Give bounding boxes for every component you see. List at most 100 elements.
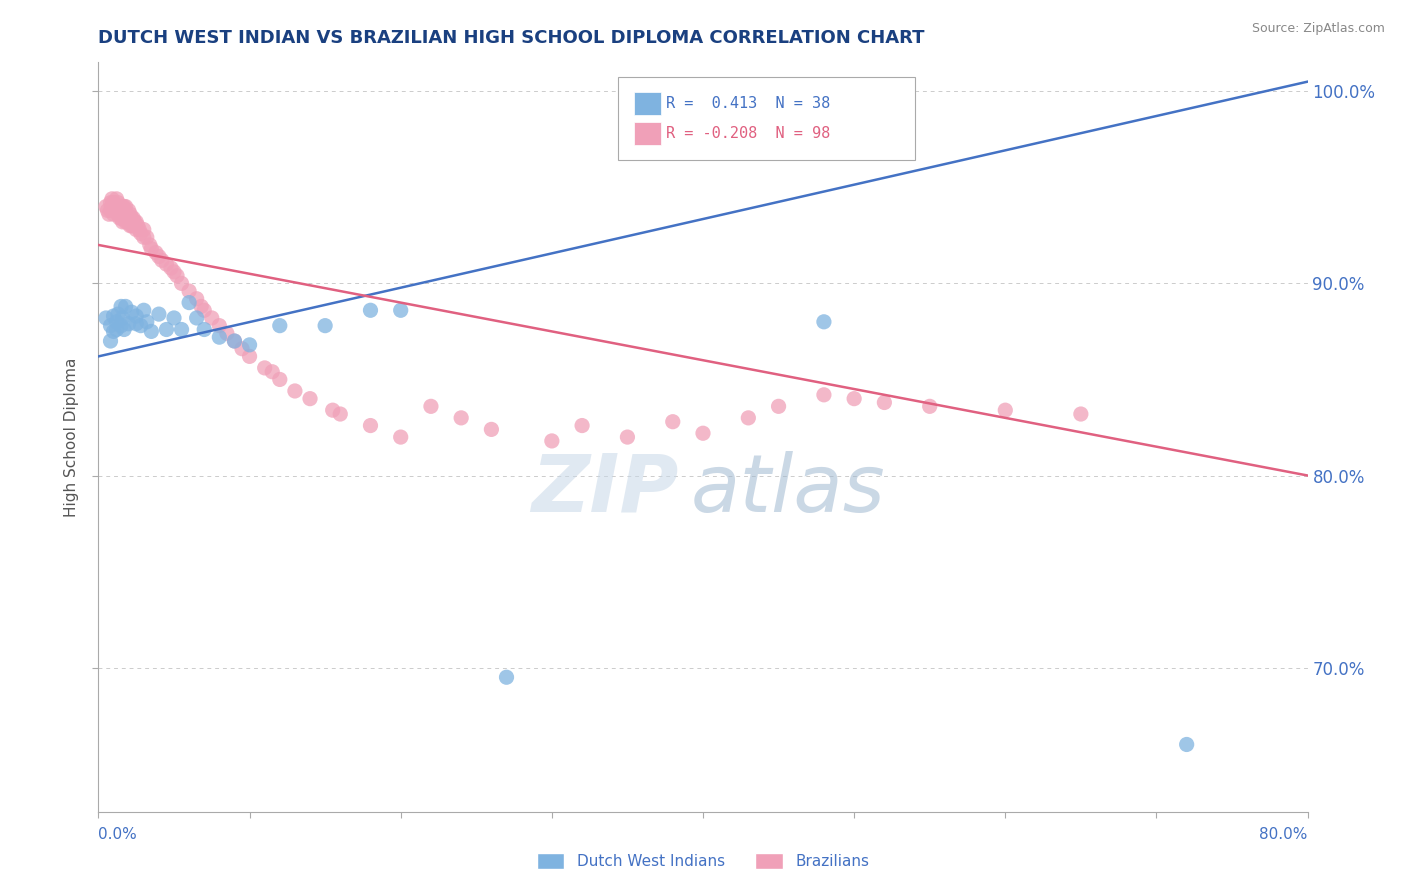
- Point: [813, 315, 835, 329]
- Point: [193, 322, 215, 336]
- Point: [163, 265, 186, 279]
- FancyBboxPatch shape: [619, 78, 915, 160]
- Point: [129, 318, 152, 333]
- Point: [110, 200, 132, 214]
- Point: [105, 203, 128, 218]
- Point: [103, 195, 125, 210]
- Point: [118, 317, 141, 331]
- Point: [125, 215, 148, 229]
- Point: [107, 195, 129, 210]
- Point: [495, 670, 517, 684]
- Point: [186, 310, 208, 325]
- Point: [122, 211, 145, 225]
- Point: [215, 326, 238, 341]
- Point: [148, 307, 170, 321]
- Point: [107, 203, 129, 218]
- Bar: [634, 122, 661, 145]
- Point: [127, 219, 149, 233]
- Point: [166, 268, 188, 283]
- Point: [104, 203, 127, 218]
- Point: [108, 211, 131, 225]
- Text: atlas: atlas: [690, 450, 886, 529]
- Point: [150, 253, 173, 268]
- Point: [120, 207, 142, 221]
- Text: 80.0%: 80.0%: [1260, 827, 1308, 842]
- Point: [329, 407, 352, 421]
- Point: [918, 400, 941, 414]
- Point: [100, 334, 122, 348]
- Point: [844, 392, 866, 406]
- Text: R =  0.413  N = 38: R = 0.413 N = 38: [665, 96, 830, 112]
- Point: [115, 215, 138, 229]
- Point: [170, 322, 193, 336]
- Point: [132, 222, 155, 236]
- Point: [132, 230, 155, 244]
- Point: [160, 260, 183, 275]
- Point: [111, 310, 134, 325]
- Point: [100, 195, 122, 210]
- Point: [224, 334, 246, 348]
- Point: [121, 211, 143, 225]
- Point: [105, 200, 128, 214]
- Point: [103, 203, 125, 218]
- Text: DUTCH WEST INDIAN VS BRAZILIAN HIGH SCHOOL DIPLOMA CORRELATION CHART: DUTCH WEST INDIAN VS BRAZILIAN HIGH SCHO…: [98, 29, 925, 47]
- Point: [110, 318, 132, 333]
- Point: [121, 305, 143, 319]
- Point: [571, 418, 593, 433]
- Point: [314, 318, 336, 333]
- Point: [141, 325, 163, 339]
- Point: [98, 207, 121, 221]
- Point: [253, 360, 276, 375]
- Point: [125, 309, 148, 323]
- Point: [481, 422, 503, 436]
- Point: [768, 400, 790, 414]
- Point: [100, 318, 122, 333]
- Point: [110, 211, 132, 225]
- Point: [141, 242, 163, 256]
- Point: [420, 400, 443, 414]
- Point: [224, 334, 246, 348]
- Point: [125, 317, 148, 331]
- Text: 0.0%: 0.0%: [98, 827, 138, 842]
- Point: [101, 192, 124, 206]
- Point: [186, 292, 208, 306]
- Point: [112, 207, 135, 221]
- Point: [121, 219, 143, 233]
- Point: [269, 318, 291, 333]
- Point: [239, 350, 262, 364]
- Point: [813, 388, 835, 402]
- Point: [100, 203, 122, 218]
- Point: [179, 295, 201, 310]
- Point: [135, 315, 157, 329]
- Point: [105, 322, 128, 336]
- Point: [114, 300, 136, 314]
- Point: [114, 207, 136, 221]
- Point: [284, 384, 307, 398]
- Point: [208, 330, 231, 344]
- Point: [139, 238, 162, 252]
- Point: [360, 418, 382, 433]
- Point: [179, 284, 201, 298]
- Point: [103, 195, 125, 210]
- Point: [103, 325, 125, 339]
- Point: [540, 434, 562, 448]
- Point: [128, 222, 150, 236]
- Point: [145, 245, 167, 260]
- Point: [155, 257, 177, 271]
- Point: [125, 222, 148, 236]
- Point: [111, 200, 134, 214]
- Point: [193, 303, 215, 318]
- Point: [105, 315, 128, 329]
- Point: [1070, 407, 1092, 421]
- Point: [105, 192, 128, 206]
- Point: [208, 318, 231, 333]
- Point: [112, 322, 135, 336]
- Point: [450, 410, 472, 425]
- Point: [132, 303, 155, 318]
- Point: [108, 207, 131, 221]
- Y-axis label: High School Diploma: High School Diploma: [65, 358, 79, 516]
- Point: [322, 403, 344, 417]
- Point: [163, 310, 186, 325]
- Point: [101, 200, 124, 214]
- Point: [110, 300, 132, 314]
